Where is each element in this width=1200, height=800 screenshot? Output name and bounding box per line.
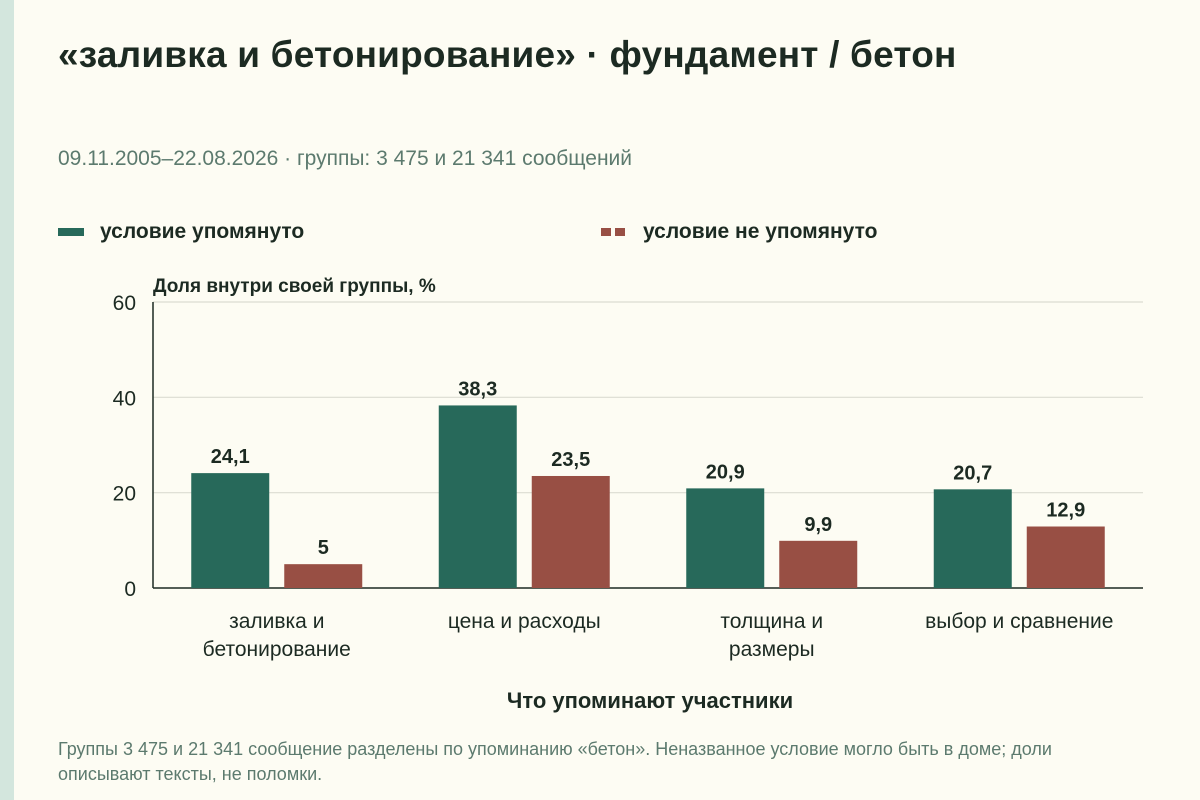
side-accent-strip [0,0,14,800]
bar-value-label: 5 [318,537,329,559]
legend-label-mentioned: условие упомянуто [100,220,305,243]
bar-value-label: 23,5 [551,449,590,471]
x-tick-label: бетонирование [203,638,351,661]
bar-value-label: 9,9 [804,514,832,536]
bar-value-label: 24,1 [211,446,250,468]
x-tick-label: заливка и [229,610,324,633]
x-tick-label: цена и расходы [448,610,601,633]
bar-mentioned [191,473,270,588]
chart-subtitle: 09.11.2005–22.08.2026 · группы: 3 475 и … [58,147,633,170]
bar-not-mentioned [531,475,610,588]
legend-swatch-not-mentioned [601,228,627,236]
legend-swatch-mentioned [58,228,84,236]
bar-not-mentioned [284,564,363,588]
y-tick-label: 40 [113,387,136,410]
bar-mentioned [438,405,517,588]
bar-value-label: 20,9 [706,461,745,483]
bar-value-label: 20,7 [953,462,992,484]
y-tick-label: 60 [113,292,136,315]
chart-title: «заливка и бетонирование» · фундамент / … [58,34,957,75]
bar-value-label: 38,3 [458,378,497,400]
bar-layer [191,405,1105,588]
label-layer: 0 20 40 60 24,1 5 заливка и бетонирование 38,3 23… [113,292,1114,661]
legend-label-not-mentioned: условие не упомянуто [643,220,878,243]
x-tick-label: выбор и сравнение [925,610,1113,633]
legend-item-mentioned: условие упомянуто [58,219,304,245]
bar-value-label: 12,9 [1046,500,1085,522]
bar-not-mentioned [779,540,858,588]
bar-not-mentioned [1026,526,1105,588]
y-tick-label: 0 [124,578,136,601]
bar-mentioned [686,488,765,588]
x-tick-label: толщина и [720,610,823,633]
bar-mentioned [933,489,1012,588]
legend-item-not-mentioned: условие не упомянуто [601,219,877,245]
y-axis-title: Доля внутри своей группы, % [153,276,436,297]
footnote: Группы 3 475 и 21 341 сообщение разделен… [58,739,1052,784]
x-tick-label: размеры [729,638,815,661]
x-axis-title: Что упоминают участники [507,688,793,713]
y-tick-label: 20 [113,483,136,506]
